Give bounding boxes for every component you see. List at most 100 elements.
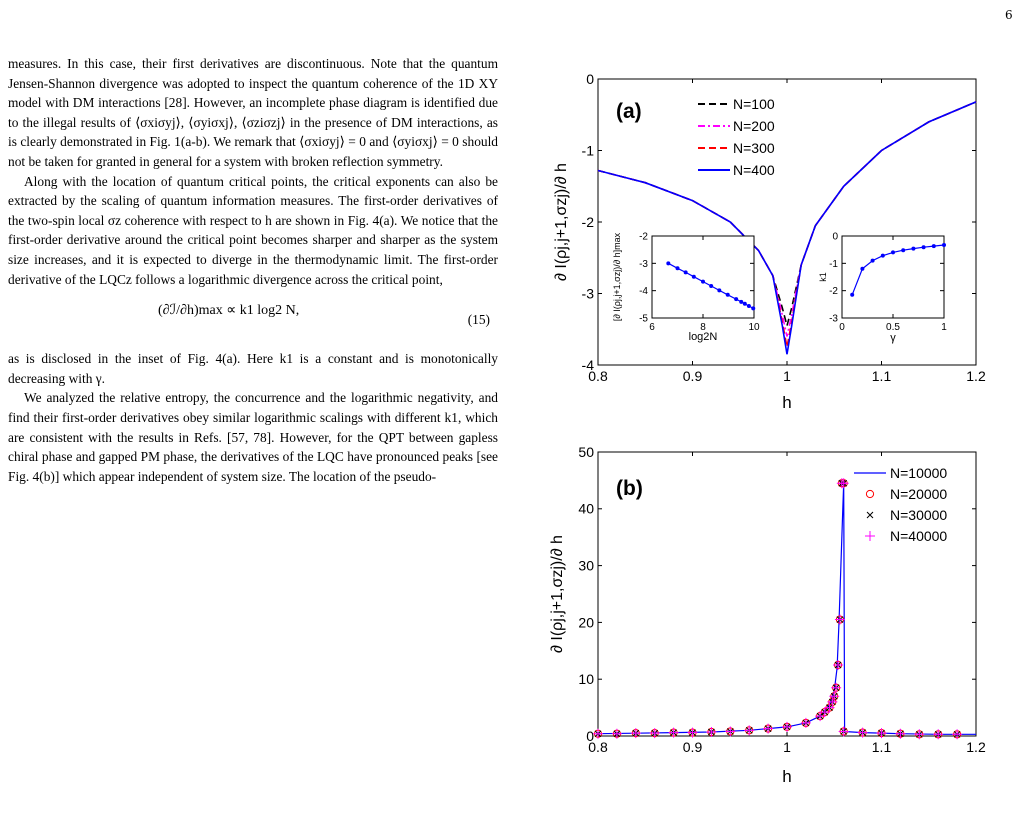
a-inset-point: [709, 284, 714, 289]
a-legend-label: N=100: [733, 96, 775, 112]
a-inset-line: [851, 244, 945, 296]
a-inset-point: [911, 246, 916, 251]
a-y-tick-label: -3: [582, 285, 595, 301]
a-legend-label: N=200: [733, 118, 775, 134]
b-series-marker: [834, 614, 845, 625]
b-y-tick-label: 10: [578, 671, 594, 687]
a-inset-x-tick-label: 6: [649, 322, 655, 333]
b-series-marker: [593, 728, 603, 739]
a-inset-y-tick-label: -3: [639, 259, 648, 270]
equation-body: (∂ℐ/∂h)max ∝ k1 log2 N,: [158, 303, 300, 319]
b-x-tick-label: 1.2: [966, 739, 986, 755]
a-inset-point: [734, 297, 739, 302]
a-x-tick-label: 1.2: [966, 368, 986, 384]
a-inset-point: [942, 243, 946, 248]
a-inset-point: [901, 248, 906, 253]
b-series-marker: [914, 729, 925, 740]
b-y-tick-label: 50: [578, 444, 594, 460]
b-legend-swatch: [865, 489, 875, 499]
b-legend-swatch: [865, 531, 875, 541]
b-series-marker: [611, 728, 622, 739]
b-legend-label: N=10000: [890, 465, 947, 481]
a-inset-point: [691, 274, 696, 279]
b-series-marker: [744, 725, 755, 736]
a-inset-point: [666, 261, 671, 266]
a-series-line: [597, 101, 977, 337]
b-series-marker: [831, 682, 842, 693]
b-series-marker: [800, 717, 811, 728]
b-series-marker: [833, 660, 844, 670]
b-y-axis-label: ∂ I(ρj,j+1,σzj)/∂ h: [549, 535, 566, 653]
a-inset-point: [742, 301, 747, 306]
a-y-tick-label: 0: [586, 71, 594, 87]
a-inset-x-label: log2N: [689, 331, 718, 343]
b-y-tick-label: 0: [586, 728, 594, 744]
b-x-tick-label: 0.8: [588, 739, 608, 755]
b-legend-swatch: [866, 511, 874, 519]
paragraph-2: Along with the location of quantum criti…: [8, 173, 498, 287]
a-inset-point: [860, 266, 865, 271]
a-inset-y-tick-label: -2: [829, 286, 838, 297]
a-inset-point: [921, 245, 926, 250]
b-x-tick-label: 1.1: [872, 739, 892, 755]
paragraph-4: We analyzed the relative entropy, the co…: [8, 390, 498, 484]
a-legend-label: N=400: [733, 162, 775, 178]
b-legend-label: N=20000: [890, 486, 947, 502]
b-y-tick-label: 30: [578, 558, 594, 574]
a-inset-point: [931, 244, 936, 249]
a-x-tick-label: 1.1: [872, 368, 892, 384]
b-series-marker: [782, 721, 792, 732]
a-inset-point: [751, 306, 756, 311]
a-inset-y-tick-label: -1: [829, 259, 838, 270]
b-series-marker: [819, 707, 830, 718]
a-inset-point: [725, 292, 730, 297]
b-series-marker: [838, 726, 849, 737]
panel-a-chart: 0.8 0.9 1 1.1 1.2 0 -1 -2 -3 -4 h ∂ I(ρj,j+1,σzj)/∂…: [553, 71, 986, 412]
b-y-tick-label: 20: [578, 614, 594, 630]
b-series-marker: [763, 723, 774, 734]
a-inset-y-tick-label: -5: [639, 314, 648, 325]
b-series-marker: [952, 729, 963, 740]
b-series-marker: [687, 727, 698, 738]
a-x-tick-label: 0.8: [588, 368, 608, 384]
a-inset-point: [675, 266, 680, 271]
a-inset-plot-area: [841, 235, 945, 319]
a-inset-point: [717, 288, 722, 293]
b-series-marker: [827, 696, 838, 707]
b-series-marker: [895, 728, 906, 739]
a-inset-y-label: k1: [818, 272, 828, 282]
a-x-axis-label: h: [782, 393, 791, 412]
a-panel-label: (a): [616, 100, 642, 123]
a-x-tick-label: 0.9: [683, 368, 703, 384]
a-inset-x-label: γ: [890, 332, 896, 344]
b-x-axis-label: h: [782, 767, 791, 786]
b-series-marker: [838, 478, 849, 489]
b-series-marker: [668, 727, 679, 738]
a-inset-point: [683, 270, 688, 275]
a-inset-y-tick-label: -4: [639, 286, 648, 297]
a-inset-point: [891, 250, 895, 255]
b-panel-label: (b): [616, 477, 643, 500]
a-inset-y-tick-label: -2: [639, 232, 648, 243]
b-series-marker: [815, 711, 826, 722]
a-y-tick-label: -1: [582, 142, 595, 158]
b-series-marker: [933, 729, 944, 740]
a-inset-y-label: [∂ I(ρj,j+1,σzj)/∂ h]max: [612, 232, 622, 321]
a-y-tick-label: -2: [582, 214, 595, 230]
panel-b-chart: 0.8 0.9 1 1.1 1.2 50 40 30 20 10 0 h ∂ I(ρj,j+1,σzj)…: [549, 444, 986, 786]
b-series-marker: [725, 726, 736, 737]
a-x-tick-label: 1: [783, 368, 791, 384]
a-inset-point: [870, 258, 875, 263]
a-y-tick-label: -4: [582, 357, 595, 373]
equation-15: (∂ℐ/∂h)max ∝ k1 log2 N, (15): [8, 297, 498, 343]
a-series-line: [597, 101, 977, 355]
b-series-marker: [857, 727, 868, 738]
page-number: 6: [1005, 8, 1013, 22]
b-y-tick-label: 40: [578, 501, 594, 517]
equation-number: (15): [467, 312, 490, 328]
a-y-axis-label: ∂ I(ρj,j+1,σzj)/∂ h: [553, 163, 570, 281]
b-series-marker: [630, 728, 641, 739]
b-series-marker: [824, 702, 835, 713]
b-series-marker: [706, 727, 717, 738]
